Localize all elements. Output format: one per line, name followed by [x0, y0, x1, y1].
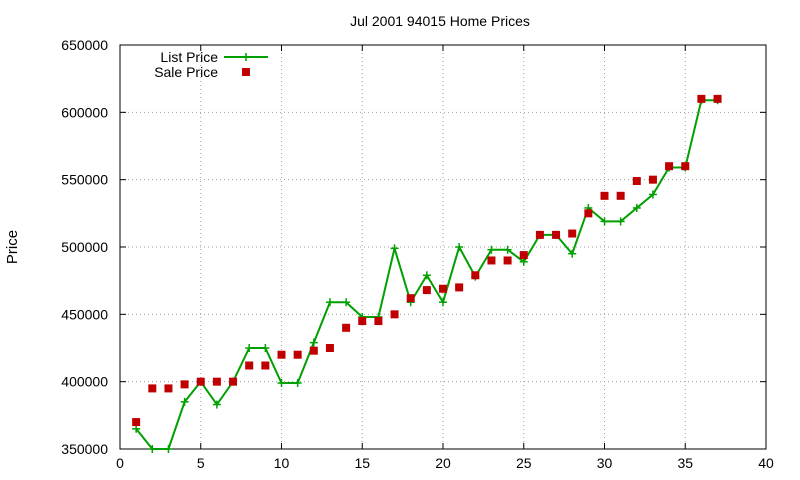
data-point-list-price — [519, 257, 528, 266]
data-point-sale-price — [358, 317, 367, 326]
data-point-list-price — [616, 217, 625, 226]
data-point-sale-price — [342, 323, 351, 332]
data-point-list-price — [277, 379, 286, 388]
axis-ticks — [119, 44, 767, 450]
y-tick-label: 650000 — [61, 37, 108, 53]
data-point-sale-price — [487, 256, 496, 265]
x-tick-label: 40 — [758, 455, 774, 471]
data-point-list-price — [342, 298, 351, 307]
series-sale-price — [132, 94, 722, 427]
legend-entry-sale-price: Sale Price — [154, 64, 250, 80]
data-point-list-price — [325, 298, 334, 307]
data-point-sale-price — [374, 317, 383, 326]
data-point-sale-price — [406, 294, 415, 303]
data-point-sale-price — [293, 350, 302, 359]
data-point-sale-price — [552, 230, 561, 239]
data-point-sale-price — [455, 283, 464, 292]
x-tick-label: 30 — [597, 455, 613, 471]
data-point-list-price — [455, 243, 464, 251]
data-point-sale-price — [180, 380, 189, 389]
x-tick-label: 20 — [435, 455, 451, 471]
data-point-list-price — [422, 271, 431, 280]
data-point-list-price — [503, 245, 512, 254]
series-list-price — [132, 96, 722, 453]
tick-labels: 0 5 10 15 20 25 30 35 40 350000 400000 450000 500000… — [61, 37, 774, 471]
legend-swatch-marker — [242, 68, 250, 76]
y-tick-label: 350000 — [61, 441, 108, 457]
data-point-list-price — [293, 379, 302, 388]
data-point-sale-price — [196, 377, 205, 386]
data-point-sale-price — [390, 310, 399, 319]
data-point-sale-price — [277, 350, 286, 359]
data-point-sale-price — [519, 251, 528, 260]
data-point-sale-price — [439, 284, 447, 293]
data-point-list-price — [132, 424, 141, 433]
grid-lines — [120, 45, 766, 449]
series-layer — [132, 94, 722, 453]
data-point-sale-price — [229, 377, 238, 386]
data-point-sale-price — [309, 346, 318, 355]
data-point-list-price — [261, 344, 270, 352]
data-point-sale-price — [632, 177, 641, 186]
data-point-list-price — [390, 244, 399, 253]
data-point-sale-price — [422, 286, 431, 295]
x-tick-label: 35 — [677, 455, 693, 471]
data-point-sale-price — [600, 191, 609, 200]
data-point-sale-price — [648, 175, 657, 184]
data-point-sale-price — [164, 384, 173, 393]
data-point-list-price — [648, 190, 657, 199]
data-point-sale-price — [261, 361, 270, 370]
y-tick-label: 550000 — [61, 172, 108, 188]
legend-label: List Price — [160, 49, 218, 65]
data-point-list-price — [439, 298, 447, 307]
data-point-sale-price — [713, 94, 722, 103]
x-tick-label: 10 — [274, 455, 290, 471]
data-point-sale-price — [148, 384, 157, 393]
data-point-list-price — [212, 400, 221, 409]
x-tick-label: 5 — [197, 455, 205, 471]
data-point-list-price — [568, 249, 577, 258]
data-point-sale-price — [503, 256, 512, 265]
y-tick-label: 400000 — [61, 374, 108, 390]
data-point-sale-price — [535, 230, 544, 239]
y-axis-title: Price — [4, 230, 21, 264]
data-point-sale-price — [616, 191, 625, 200]
data-point-sale-price — [665, 162, 674, 171]
legend-label: Sale Price — [154, 64, 218, 80]
data-point-list-price — [180, 397, 189, 406]
x-tick-label: 25 — [516, 455, 532, 471]
chart-title: Jul 2001 94015 Home Prices — [350, 13, 530, 29]
data-point-list-price — [600, 217, 609, 226]
data-point-sale-price — [212, 377, 221, 386]
data-point-sale-price — [471, 271, 480, 280]
data-point-sale-price — [568, 229, 577, 238]
legend-entry-list-price: List Price — [160, 49, 268, 65]
data-point-sale-price — [697, 94, 706, 103]
data-point-list-price — [164, 445, 173, 453]
data-point-list-price — [632, 203, 641, 212]
legend-swatch-marker — [242, 53, 250, 61]
data-point-sale-price — [681, 162, 690, 171]
data-point-list-price — [309, 338, 318, 347]
y-tick-label: 500000 — [61, 239, 108, 255]
data-point-sale-price — [584, 209, 593, 218]
data-point-sale-price — [245, 361, 254, 370]
data-point-sale-price — [132, 418, 141, 427]
data-point-list-price — [245, 344, 254, 352]
data-point-list-price — [487, 245, 496, 254]
data-point-list-price — [148, 445, 157, 453]
y-tick-label: 600000 — [61, 104, 108, 120]
x-tick-label: 0 — [116, 455, 124, 471]
y-tick-label: 450000 — [61, 306, 108, 322]
data-point-sale-price — [325, 344, 334, 352]
x-tick-label: 15 — [354, 455, 370, 471]
